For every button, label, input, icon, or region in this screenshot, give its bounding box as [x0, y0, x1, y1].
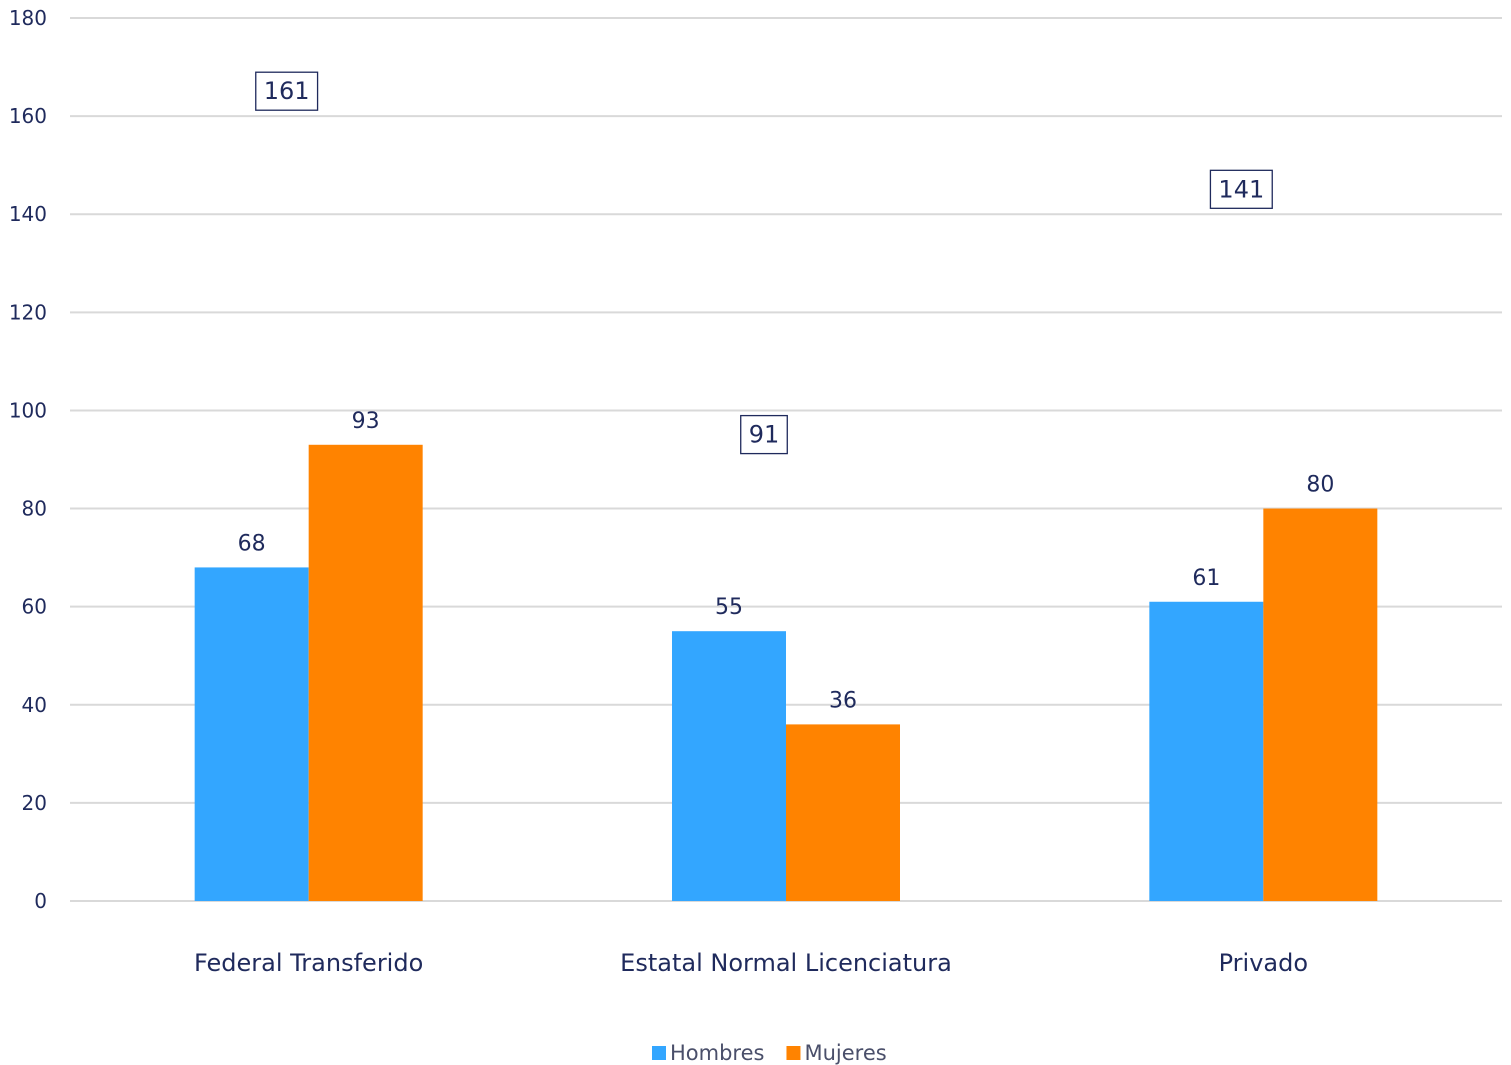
x-category-label: Federal Transferido	[194, 949, 423, 977]
data-label: 68	[238, 531, 266, 556]
x-category-label: Estatal Normal Licenciatura	[620, 949, 952, 977]
total-label: 91	[749, 421, 780, 449]
bar-mujeres	[786, 724, 900, 901]
data-label: 61	[1192, 566, 1220, 591]
y-tick-label: 80	[22, 497, 47, 521]
legend-swatch-hombres	[652, 1046, 666, 1060]
bars	[194, 444, 1378, 901]
y-axis-ticks: 0 20 40 60 80 100 120 140 160 180	[9, 6, 47, 913]
y-tick-label: 20	[22, 791, 47, 815]
total-label-box	[740, 414, 788, 455]
bar-hombres	[194, 567, 309, 901]
y-tick-label: 60	[22, 595, 47, 619]
data-label: 80	[1306, 473, 1334, 498]
legend-swatch-mujeres	[786, 1046, 801, 1060]
total-label: 161	[264, 77, 310, 105]
x-axis-categories: Federal Transferido Estatal Normal Licenc…	[194, 949, 1308, 977]
y-tick-label: 160	[9, 104, 47, 128]
legend: Hombres Mujeres	[652, 1041, 887, 1065]
total-label-box	[255, 71, 319, 111]
bar-hombres	[1149, 601, 1264, 901]
total-label-box	[1209, 169, 1273, 209]
y-tick-label: 100	[9, 398, 47, 422]
data-label: 36	[829, 688, 857, 713]
bar-hombres	[672, 631, 786, 901]
data-labels: 68 93 55 36 61 80	[238, 409, 1335, 714]
data-label: 55	[715, 595, 743, 620]
legend-label-mujeres: Mujeres	[804, 1041, 886, 1065]
y-tick-label: 140	[9, 202, 47, 226]
data-label: 93	[352, 409, 380, 434]
y-tick-label: 120	[9, 300, 47, 324]
legend-label-hombres: Hombres	[670, 1041, 764, 1065]
total-labels: 161 91 141	[255, 71, 1273, 455]
bar-mujeres	[308, 444, 423, 901]
x-category-label: Privado	[1219, 949, 1308, 977]
y-tick-label: 180	[9, 6, 47, 30]
bar-mujeres	[1263, 508, 1378, 901]
y-tick-label: 0	[34, 889, 47, 913]
total-label: 141	[1218, 175, 1264, 203]
y-tick-label: 40	[22, 693, 47, 717]
